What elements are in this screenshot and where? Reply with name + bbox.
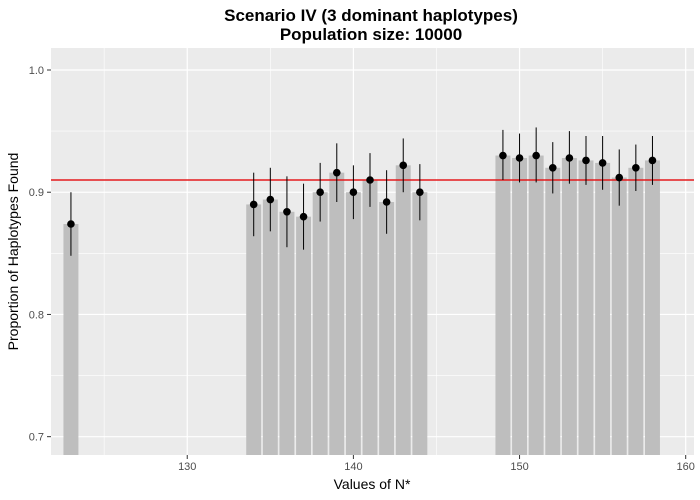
y-axis: 0.7 0.8 0.9 1.0 <box>29 65 51 444</box>
data-point <box>299 212 308 221</box>
data-point <box>565 154 574 162</box>
data-point <box>615 173 624 182</box>
data-point <box>382 198 391 206</box>
bar <box>644 160 660 455</box>
bar <box>312 192 328 455</box>
x-tick-label: 160 <box>677 461 695 473</box>
x-tick-label: 140 <box>344 461 362 473</box>
data-point <box>648 156 657 165</box>
x-tick-label: 150 <box>510 461 528 473</box>
data-point <box>332 168 341 177</box>
bar <box>495 155 511 456</box>
bar <box>279 211 295 455</box>
data-point <box>349 188 358 197</box>
bar <box>246 204 262 455</box>
bar <box>262 199 278 455</box>
data-point <box>582 156 590 165</box>
bar <box>595 162 611 455</box>
bar <box>578 160 594 455</box>
data-point <box>499 151 507 160</box>
bar <box>412 192 428 455</box>
bar <box>512 158 528 455</box>
bar <box>528 155 544 456</box>
x-axis-title: Values of N* <box>334 476 411 492</box>
data-points <box>67 151 657 228</box>
data-point <box>67 220 75 228</box>
bar <box>628 167 644 455</box>
data-point <box>249 200 258 209</box>
bar <box>63 224 79 455</box>
data-point <box>399 161 408 170</box>
data-point <box>316 188 324 197</box>
data-point <box>598 159 607 167</box>
y-tick-label: 1.0 <box>29 65 44 77</box>
bar <box>362 180 378 455</box>
y-axis-title: Proportion of Haplotypes Found <box>5 153 21 351</box>
data-point <box>416 188 424 197</box>
data-point <box>266 195 275 204</box>
bar <box>545 167 561 455</box>
chart-subtitle: Population size: 10000 <box>280 25 462 44</box>
bar <box>379 202 395 455</box>
chart-title: Scenario IV (3 dominant haplotypes) <box>224 6 518 25</box>
data-point <box>548 163 557 172</box>
bar <box>329 172 345 455</box>
bar <box>611 177 627 456</box>
x-axis: 130 140 150 160 <box>178 455 695 473</box>
bar <box>296 216 312 455</box>
bar <box>345 192 361 455</box>
y-tick-label: 0.8 <box>29 309 44 321</box>
x-tick-label: 130 <box>178 461 196 473</box>
data-point <box>532 151 540 160</box>
data-point <box>632 163 640 172</box>
data-point <box>283 207 291 216</box>
bars <box>63 155 660 456</box>
y-tick-label: 0.7 <box>29 432 44 444</box>
bar <box>561 158 577 455</box>
data-point <box>515 154 524 162</box>
data-point <box>366 176 374 184</box>
bar <box>395 165 411 456</box>
y-tick-label: 0.9 <box>29 187 44 199</box>
